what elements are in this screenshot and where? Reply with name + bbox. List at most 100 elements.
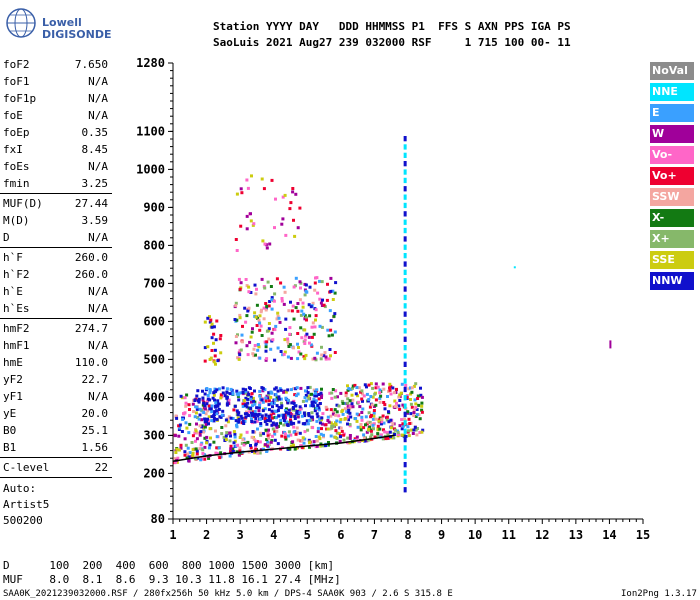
- echo-point: [265, 394, 269, 398]
- echo-point: [191, 448, 195, 452]
- echo-point: [330, 396, 334, 400]
- echo-point-multihop: [262, 306, 266, 310]
- echo-point: [299, 444, 303, 448]
- param-row: yF2 22.7: [0, 371, 112, 388]
- echo-point: [397, 395, 401, 399]
- echo-point: [283, 435, 287, 439]
- echo-point: [266, 434, 270, 438]
- echo-point: [210, 404, 214, 408]
- echo-point-multihop: [259, 310, 263, 314]
- echo-point-multihop: [333, 291, 337, 295]
- echo-point-multihop: [321, 298, 324, 302]
- echo-point: [388, 404, 392, 408]
- echo-point-blue: [315, 406, 319, 410]
- param-name: yE: [3, 407, 17, 420]
- echo-point: [414, 382, 418, 386]
- x-tick-label: 1: [169, 528, 176, 542]
- y-tick-label: 1000: [136, 162, 165, 176]
- y-tick-label: 80: [151, 512, 165, 526]
- echo-point: [368, 405, 372, 409]
- echo-point-multihop: [299, 326, 303, 330]
- echo-point: [194, 411, 198, 415]
- echo-point: [245, 410, 248, 414]
- echo-point: [203, 445, 207, 449]
- echo-point: [292, 421, 296, 425]
- echo-point: [271, 434, 274, 438]
- echo-point-multihop: [244, 278, 248, 281]
- echo-point-blue: [215, 388, 219, 392]
- echo-point: [406, 425, 410, 429]
- echo-point: [384, 437, 388, 441]
- echo-point: [220, 432, 224, 436]
- echo-point: [409, 386, 412, 390]
- echo-point-multihop: [241, 324, 244, 328]
- echo-point-blue: [213, 410, 217, 414]
- echo-point-multihop: [329, 328, 333, 332]
- echo-point: [365, 430, 369, 434]
- echo-point: [398, 399, 402, 402]
- echo-point-blue: [287, 412, 291, 415]
- echo-point: [326, 419, 330, 422]
- echo-point-high: [239, 224, 243, 228]
- echo-point-multihop: [303, 357, 307, 361]
- echo-point-sparse: [214, 362, 217, 366]
- parameter-sidebar: foF2 7.650 foF1 N/A foF1p N/A foE N/A foEp 0.35 fx…: [0, 56, 112, 479]
- param-name: MUF(D): [3, 197, 43, 210]
- echo-point-blue: [210, 410, 214, 414]
- logo-product: DIGISONDE: [42, 28, 112, 41]
- echo-point: [386, 395, 389, 398]
- echo-point: [361, 392, 364, 396]
- echo-point: [394, 428, 397, 432]
- echo-point: [317, 397, 321, 401]
- echo-point-blue: [239, 391, 243, 395]
- echo-point-blue: [270, 423, 274, 427]
- vertical-echo-segment: [403, 144, 407, 150]
- echo-point-blue: [282, 413, 286, 417]
- echo-point: [389, 392, 393, 396]
- echo-point-sparse: [213, 354, 217, 358]
- echo-point-blue: [258, 403, 262, 407]
- echo-point-blue: [240, 416, 244, 420]
- vertical-echo-segment: [403, 395, 407, 401]
- echo-point-multihop: [329, 289, 333, 293]
- echo-point: [203, 425, 207, 429]
- param-value: 3.59: [81, 214, 109, 227]
- echo-point: [228, 454, 232, 458]
- vertical-echo-segment: [403, 186, 407, 192]
- echo-point: [195, 452, 199, 456]
- echo-point: [389, 384, 393, 388]
- echo-point: [183, 453, 187, 457]
- vertical-echo-segment: [403, 470, 407, 476]
- echo-point-blue: [258, 394, 262, 398]
- echo-point-blue: [273, 398, 277, 402]
- echo-point: [412, 384, 416, 388]
- echo-point: [204, 412, 208, 416]
- echo-point: [254, 442, 258, 446]
- echo-point: [232, 408, 236, 412]
- echo-point-multihop: [288, 332, 292, 336]
- echo-point-blue: [314, 399, 318, 403]
- echo-point-multihop: [238, 313, 242, 317]
- echo-point: [308, 440, 312, 444]
- trace-curve: [172, 434, 395, 462]
- echo-point-multihop: [249, 291, 253, 294]
- echo-point: [183, 396, 187, 400]
- echo-point-blue: [253, 402, 257, 406]
- echo-point: [330, 424, 334, 428]
- echo-point-multihop: [311, 321, 315, 325]
- echo-point: [402, 434, 406, 438]
- echo-point-blue: [195, 405, 199, 409]
- echo-point: [227, 415, 231, 419]
- echo-point: [319, 442, 323, 446]
- echo-point: [174, 460, 178, 464]
- param-row: hmF2 274.7: [0, 320, 112, 337]
- echo-point: [374, 403, 378, 407]
- legend-item: Vo+: [650, 167, 694, 185]
- param-name: fxI: [3, 143, 23, 156]
- echo-point-blue: [277, 414, 281, 418]
- echo-point: [238, 451, 242, 455]
- echo-point-sparse: [216, 359, 220, 363]
- x-tick-label: 15: [636, 528, 650, 542]
- echo-point: [377, 435, 381, 439]
- echo-point-multihop: [329, 354, 332, 358]
